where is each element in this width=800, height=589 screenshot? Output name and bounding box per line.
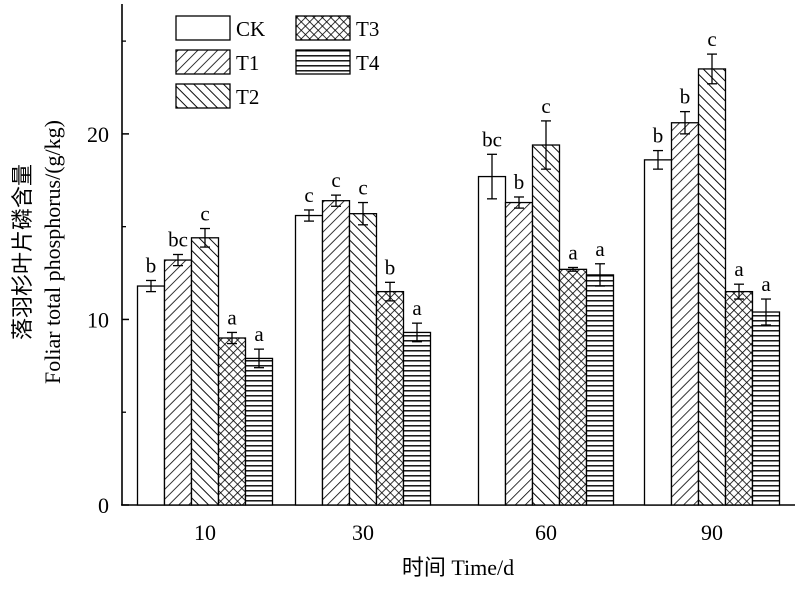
x-tick-label-10: 10 [194,520,216,545]
significance-letter-t2-10: c [200,202,209,226]
significance-letter-ck-30: c [304,183,313,207]
bar-t2-30 [348,213,378,506]
bar-ck-60 [477,175,507,506]
x-tick-label-90: 90 [701,520,723,545]
error-bar-t1-90 [680,110,690,135]
bar-t1-10 [163,259,193,506]
error-bar-t2-30 [358,201,368,226]
significance-letter-t4-30: a [412,296,422,320]
significance-letter-t3-90: a [734,257,744,281]
significance-letter-t1-10: bc [168,228,188,252]
legend-swatch-t2 [175,83,231,109]
bar-t1-30 [321,200,351,506]
error-bar-t2-60 [541,120,551,170]
legend-swatch-ck [175,15,231,41]
bar-t2-60 [531,144,561,506]
error-bar-t3-30 [385,281,395,302]
x-tick-label-30: 30 [352,520,374,545]
legend-item-ck: CK [175,15,265,41]
y-tick-label-0: 0 [98,493,109,518]
significance-letter-t1-30: c [331,168,340,192]
bar-t4-90 [751,311,781,506]
legend-item-t2: T2 [175,83,259,109]
significance-letter-t1-90: b [680,85,691,109]
y-axis-ticks: 0 10 20 [87,40,129,518]
legend-label-t1: T1 [236,51,259,75]
legend-label-ck: CK [236,17,265,41]
y-tick-label-10: 10 [87,307,109,332]
y-axis-title-en: Foliar total phosphorus/(g/kg) [40,120,65,384]
error-bar-ck-30 [304,209,314,222]
bar-ck-90 [643,159,673,506]
y-tick-label-20: 20 [87,122,109,147]
bar-t2-10 [190,237,220,506]
significance-letter-t3-10: a [227,305,237,329]
legend-swatch-t4 [295,49,351,75]
significance-letter-t1-60: b [514,170,525,194]
error-bar-t2-10 [200,227,210,248]
bar-t3-60 [558,268,588,506]
error-bar-ck-60 [487,153,497,200]
significance-letter-t4-60: a [595,237,605,261]
x-axis-ticks: 10 30 60 90 [194,520,723,545]
error-bar-t1-60 [514,196,524,209]
bar-t4-30 [402,331,432,506]
bar-ck-10 [136,285,166,506]
significance-letter-t3-30: b [385,255,396,279]
error-bar-ck-90 [653,149,663,170]
significance-letter-ck-90: b [653,124,664,148]
significance-letter-t4-90: a [761,272,771,296]
significance-letter-t2-90: c [707,27,716,51]
error-bar-t3-90 [734,283,744,300]
error-bar-t4-30 [412,322,422,343]
legend-item-t1: T1 [175,49,259,75]
bar-t4-10 [244,357,274,506]
error-bar-t1-10 [173,253,183,267]
significance-letter-ck-60: bc [482,127,502,151]
bar-t2-90 [697,68,727,506]
legend: CK T1 T2 T3 T4 [175,15,380,109]
legend-item-t4: T4 [295,49,380,75]
bar-t4-60 [585,274,615,506]
x-tick-label-60: 60 [535,520,557,545]
significance-letter-t3-60: a [568,240,578,264]
legend-label-t2: T2 [236,85,259,109]
error-bar-t4-60 [595,263,605,287]
bar-t3-10 [217,337,247,506]
x-axis-title: 时间 Time/d [402,555,514,580]
bar-t1-60 [504,201,534,506]
bar-ck-30 [294,214,324,506]
bar-t1-90 [670,122,700,506]
error-bar-t4-90 [761,298,771,326]
error-bar-t3-60 [568,266,578,272]
y-axis-title-cn: 落羽杉叶片磷含量 [10,164,35,340]
legend-label-t3: T3 [356,17,379,41]
error-bar-t2-90 [707,53,717,85]
error-bar-t4-10 [254,348,264,369]
error-bar-t3-10 [227,331,237,345]
bar-t3-90 [724,290,754,506]
significance-letter-ck-10: b [146,253,157,277]
legend-swatch-t3 [295,15,351,41]
bar-t3-30 [375,290,405,506]
significance-letter-t2-30: c [358,176,367,200]
error-bar-t1-30 [331,194,341,207]
legend-item-t3: T3 [295,15,379,41]
significance-letter-t2-60: c [541,94,550,118]
legend-swatch-t1 [175,49,231,75]
legend-label-t4: T4 [356,51,380,75]
error-bar-ck-10 [146,279,156,293]
significance-letter-t4-10: a [254,322,264,346]
